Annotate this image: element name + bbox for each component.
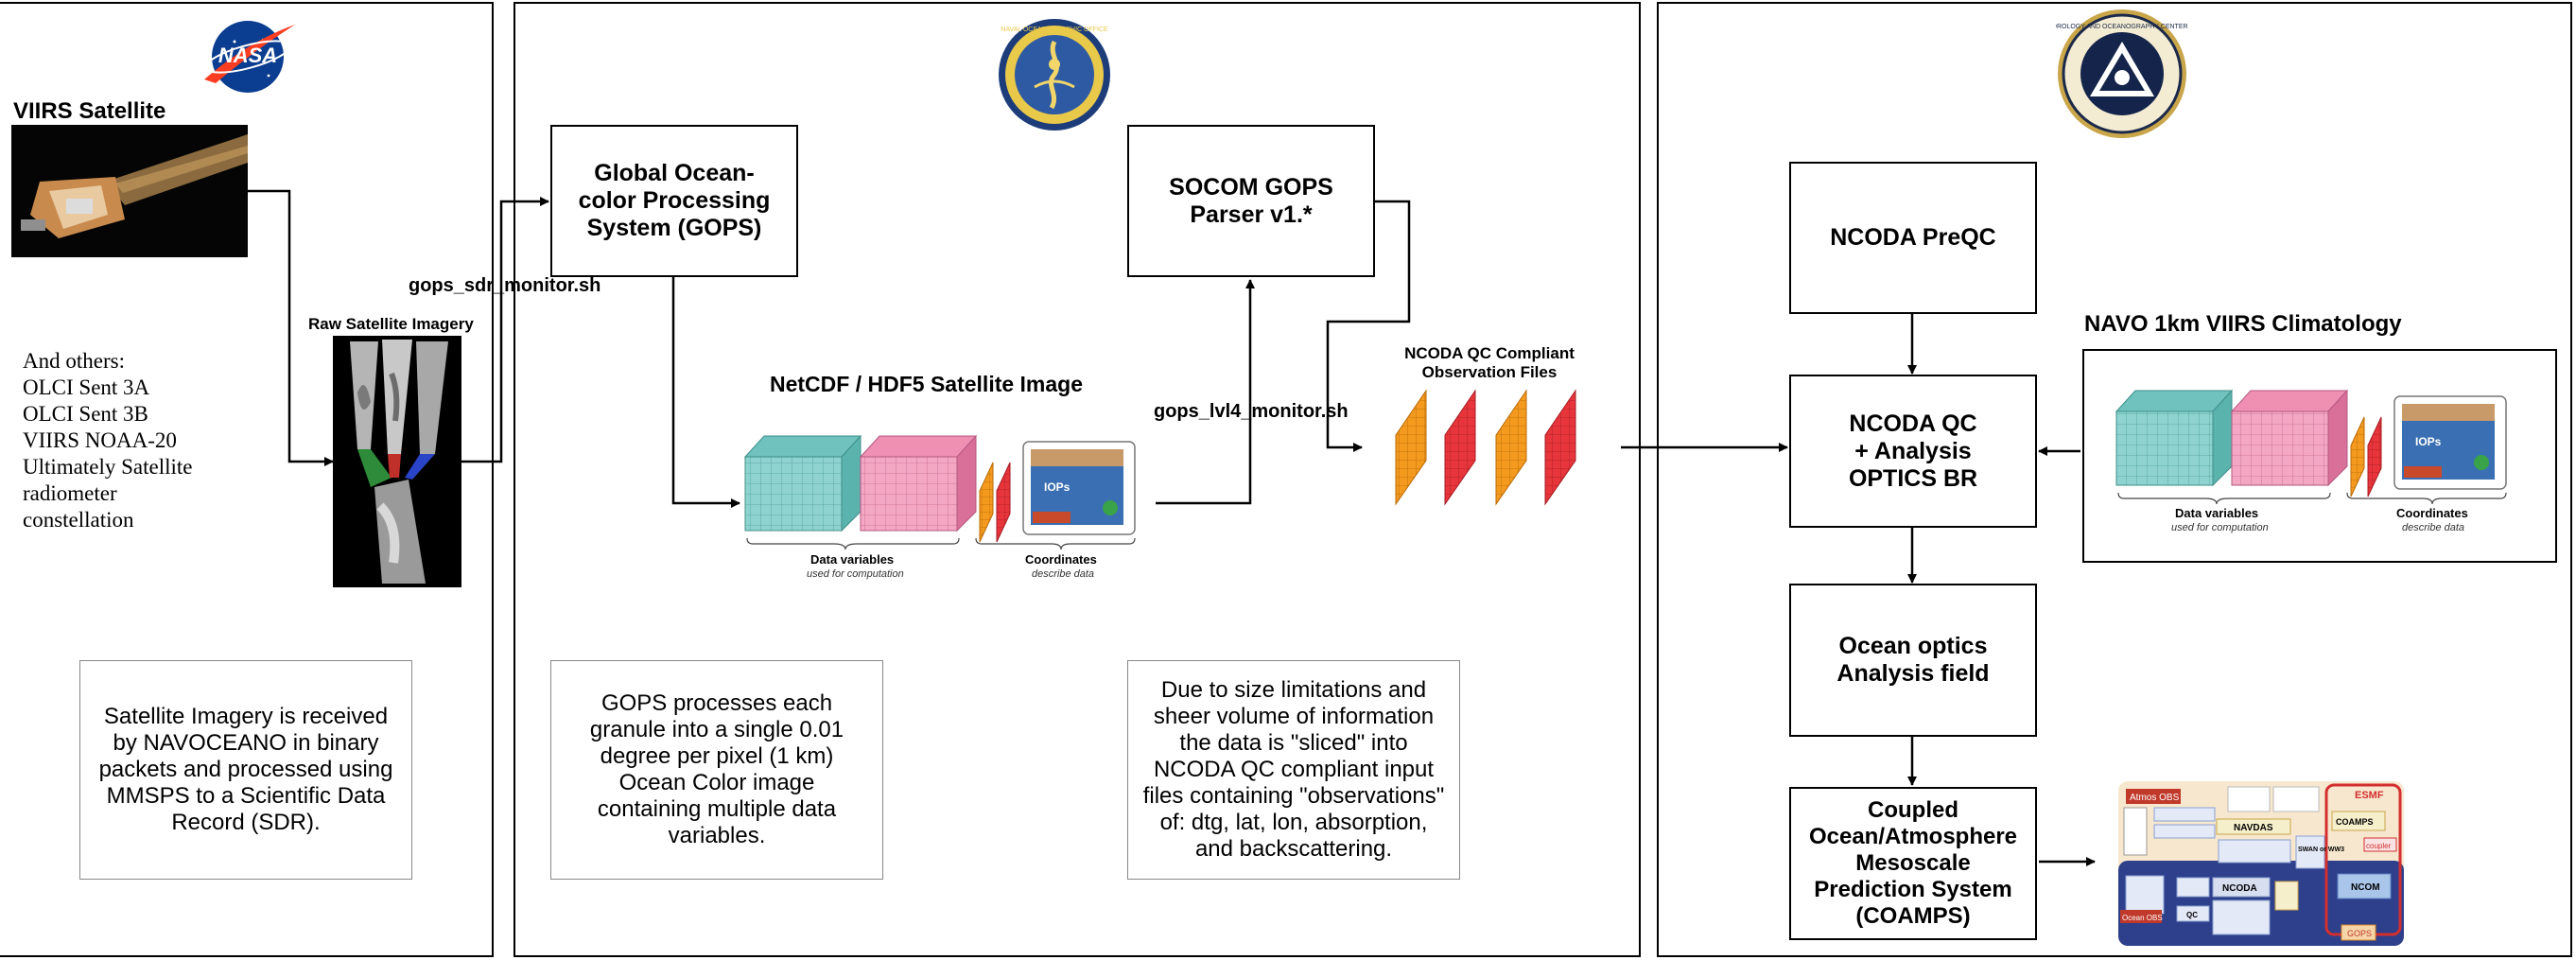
svg-text:SWAN or WW3: SWAN or WW3 xyxy=(2298,847,2344,853)
svg-text:NCODA: NCODA xyxy=(2222,883,2257,894)
netcdf-cube-graphic: IOPs xyxy=(740,421,1156,582)
clim-describe-data-label: describe data xyxy=(2402,522,2465,533)
netcdf-describe-data-label: describe data xyxy=(1032,568,1095,580)
qc-files-title: NCODA QC Compliant Observation Files xyxy=(1362,344,1617,382)
others-line: VIIRS NOAA-20 xyxy=(23,428,177,452)
svg-text:NCOM: NCOM xyxy=(2351,882,2380,893)
navoceano-seal: NAVAL OCEANOGRAPHIC OFFICE xyxy=(997,17,1112,132)
nasa-logo: NASA xyxy=(197,13,299,96)
svg-text:GOPS: GOPS xyxy=(2347,929,2372,938)
ncoda-qc-box: NCODA QC + Analysis OPTICS BR xyxy=(1789,375,2037,528)
fnmoc-seal: FLEET NUMERICAL METEOROLOGY AND OCEANOGR… xyxy=(1971,8,2274,140)
others-line: constellation xyxy=(23,508,134,532)
others-line: And others: xyxy=(23,349,125,373)
viirs-satellite-title: VIIRS Satellite xyxy=(13,98,166,124)
svg-text:ESMF: ESMF xyxy=(2355,790,2384,801)
ocean-optics-line: Analysis field xyxy=(1836,660,1990,687)
sdr-monitor-script-label: gops_sdr_monitor.sh xyxy=(409,275,601,296)
svg-text:NASA: NASA xyxy=(218,44,277,67)
slicing-note: Due to size limitations and sheer volume… xyxy=(1127,660,1460,880)
satellite-image xyxy=(11,125,248,257)
qc-files-title-text: NCODA QC Compliant Observation Files xyxy=(1404,344,1575,381)
svg-text:FLEET NUMERICAL METEOROLOGY AN: FLEET NUMERICAL METEOROLOGY AND OCEANOGR… xyxy=(2056,24,2188,30)
lvl4-monitor-script-label: gops_lvl4_monitor.sh xyxy=(1154,401,1349,422)
raw-imagery-strip xyxy=(333,336,461,587)
others-line: Ultimately Satellite xyxy=(23,455,193,479)
ncoda-preqc-box: NCODA PreQC xyxy=(1789,162,2037,314)
ncoda-qc-line: NCODA QC xyxy=(1849,410,1977,437)
netcdf-data-variables-label: Data variables xyxy=(810,552,895,567)
others-line: OLCI Sent 3A xyxy=(23,375,150,399)
netcdf-title: NetCDF / HDF5 Satellite Image xyxy=(770,372,1084,396)
netcdf-coordinates-label: Coordinates xyxy=(1025,552,1097,567)
gops-box: Global Ocean-color Processing System (GO… xyxy=(550,125,798,277)
svg-text:coupler: coupler xyxy=(2366,842,2392,850)
svg-text:NAVDAS: NAVDAS xyxy=(2234,823,2273,833)
coamps-architecture-thumbnail: Atmos OBS NAVDAS ESMF COAMPS coupler SWA… xyxy=(2116,779,2406,948)
climatology-title: NAVO 1km VIIRS Climatology xyxy=(2084,311,2402,337)
coamps-box: Coupled Ocean/Atmosphere Mesoscale Predi… xyxy=(1789,787,2037,940)
qc-files-graphic xyxy=(1390,383,1617,511)
svg-text:IOPs: IOPs xyxy=(1044,480,1070,494)
raw-imagery-label: Raw Satellite Imagery xyxy=(308,315,474,333)
other-satellites-list: And others: OLCI Sent 3A OLCI Sent 3B VI… xyxy=(23,348,193,533)
clim-coordinates-label: Coordinates xyxy=(2396,506,2468,520)
sdr-note: Satellite Imagery is received by NAVOCEA… xyxy=(79,660,412,880)
ncoda-qc-line: + Analysis xyxy=(1854,437,1972,464)
ncoda-qc-line: OPTICS BR xyxy=(1848,464,1978,492)
climatology-cube-graphic: IOPs xyxy=(2115,389,2507,505)
gops-note: GOPS processes each granule into a singl… xyxy=(550,660,883,880)
svg-text:QC: QC xyxy=(2186,911,2198,919)
ocean-optics-box: Ocean optics Analysis field xyxy=(1789,584,2037,737)
svg-text:Atmos OBS: Atmos OBS xyxy=(2130,793,2180,803)
parser-box: SOCOM GOPS Parser v1.* xyxy=(1127,125,1375,277)
svg-text:COAMPS: COAMPS xyxy=(2336,817,2374,827)
svg-text:IOPs: IOPs xyxy=(2415,435,2442,448)
ocean-optics-line: Ocean optics xyxy=(1838,633,1988,659)
clim-used-for-computation-label: used for computation xyxy=(2171,522,2269,533)
svg-text:NAVAL OCEANOGRAPHIC OFFICE: NAVAL OCEANOGRAPHIC OFFICE xyxy=(1001,26,1108,33)
svg-text:Ocean OBS: Ocean OBS xyxy=(2122,914,2163,922)
others-line: radiometer xyxy=(23,481,117,505)
climatology-box: IOPs Data variables used for computation… xyxy=(2082,349,2557,563)
netcdf-used-for-computation-label: used for computation xyxy=(807,568,904,580)
clim-data-variables-label: Data variables xyxy=(2175,506,2259,520)
others-line: OLCI Sent 3B xyxy=(23,402,148,426)
